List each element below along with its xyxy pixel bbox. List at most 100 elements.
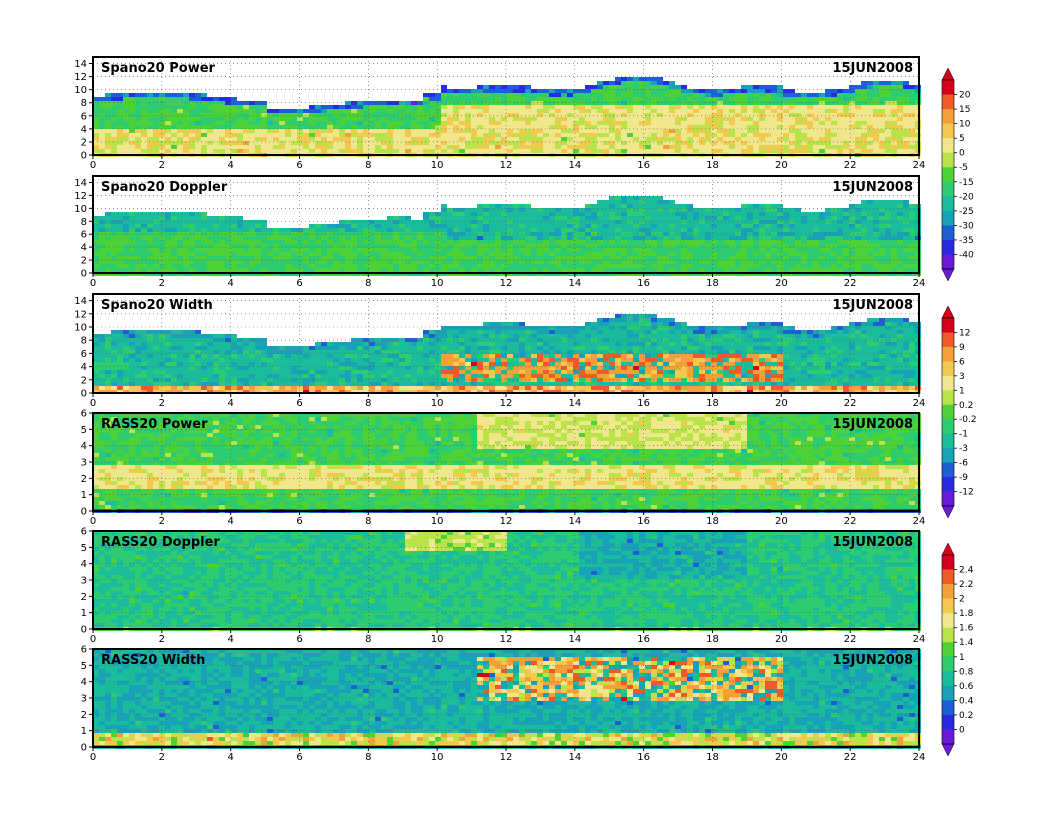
colorbar-swatch [942,686,954,701]
y-tick-label: 2 [81,710,87,721]
colorbar-cap-top [942,68,954,80]
x-tick-label: 4 [227,160,233,171]
y-tick-label: 1 [81,608,87,619]
x-tick-label: 0 [90,516,96,527]
x-tick-label: 24 [913,516,926,527]
y-tick-label: 8 [81,98,87,109]
y-tick-label: 12 [74,191,87,202]
x-tick-label: 2 [159,634,165,645]
x-tick-label: 0 [90,634,96,645]
y-tick-label: 6 [81,230,87,241]
colorbar-label: -6 [959,459,968,469]
x-tick-label: 8 [365,634,371,645]
y-tick-label: 10 [74,204,87,215]
x-tick-label: 22 [844,160,857,171]
y-tick-label: 4 [81,243,87,254]
colorbar-swatch [942,570,954,585]
panel-date: 15JUN2008 [832,180,913,195]
colorbar-label: 2.2 [959,580,973,590]
y-tick-label: 4 [81,124,87,135]
x-tick-label: 18 [706,160,719,171]
y-tick-label: 2 [81,256,87,267]
y-tick-label: 0 [81,389,87,400]
x-tick-label: 4 [227,752,233,763]
panel-5 [89,649,921,751]
colorbar-swatch [942,628,954,643]
y-tick-label: 2 [81,375,87,386]
y-tick-label: 0 [81,507,87,518]
x-tick-label: 10 [431,278,444,289]
x-tick-label: 18 [706,278,719,289]
colorbar-swatch [942,390,954,405]
x-tick-label: 14 [568,634,581,645]
x-tick-label: 16 [637,634,650,645]
panel-2 [89,294,921,397]
panel-title: RASS20 Width [101,653,205,668]
x-tick-label: 2 [159,398,165,409]
colorbar-swatch [942,225,954,240]
colorbar-swatch [942,729,954,744]
colorbar-swatch [942,376,954,391]
colorbar-swatch [942,318,954,333]
x-tick-label: 10 [431,516,444,527]
colorbar-swatch [942,211,954,226]
colorbar-1 [942,306,957,518]
y-tick-label: 14 [74,59,87,70]
colorbar-swatch [942,254,954,269]
colorbar-label: 0.8 [959,667,974,677]
x-tick-label: 18 [706,516,719,527]
y-tick-label: 4 [81,559,87,570]
panel-title: RASS20 Power [101,417,208,432]
colorbar-swatch [942,492,954,507]
y-tick-label: 12 [74,309,87,320]
colorbar-label: 0.6 [959,682,974,692]
panel-date: 15JUN2008 [832,61,913,76]
y-tick-label: 6 [81,349,87,360]
panel-date: 15JUN2008 [832,298,913,313]
y-tick-label: 4 [81,362,87,373]
x-tick-label: 6 [296,160,302,171]
x-tick-label: 22 [844,516,857,527]
colorbar-swatch [942,584,954,599]
colorbar-swatch [942,240,954,255]
x-tick-label: 2 [159,752,165,763]
colorbar-swatch [942,109,954,124]
colorbar-label: 20 [959,91,971,101]
colorbar-swatch [942,80,954,95]
x-tick-label: 14 [568,752,581,763]
x-tick-label: 24 [913,398,926,409]
x-tick-label: 24 [913,278,926,289]
y-tick-label: 2 [81,137,87,148]
colorbar-swatch [942,405,954,420]
x-tick-label: 4 [227,634,233,645]
x-tick-label: 0 [90,160,96,171]
y-tick-label: 0 [81,269,87,280]
y-tick-label: 3 [81,694,87,705]
colorbar-label: 0.4 [959,696,974,706]
y-tick-label: 14 [74,296,87,307]
colorbar-cap-top [942,306,954,318]
x-tick-label: 2 [159,160,165,171]
colorbar-label: 1 [959,653,965,663]
y-tick-label: 5 [81,425,87,436]
colorbar-label: 1.4 [959,638,974,648]
colorbar-label: -40 [959,250,974,260]
colorbar-label: -9 [959,473,968,483]
x-tick-label: 8 [365,278,371,289]
colorbar-label: 2.4 [959,566,974,576]
x-tick-label: 20 [775,634,788,645]
colorbar-swatch [942,153,954,168]
x-tick-label: 12 [500,160,513,171]
y-tick-label: 4 [81,441,87,452]
colorbar-label: -35 [959,236,974,246]
colorbar-label: 15 [959,105,970,115]
colorbar-label: -12 [959,488,974,498]
x-tick-label: 8 [365,160,371,171]
y-tick-label: 0 [81,743,87,754]
x-tick-label: 20 [775,752,788,763]
colorbar-swatch [942,138,954,153]
colorbar-label: -25 [959,207,974,217]
colorbar-swatch [942,555,954,570]
colorbar-swatch [942,182,954,197]
